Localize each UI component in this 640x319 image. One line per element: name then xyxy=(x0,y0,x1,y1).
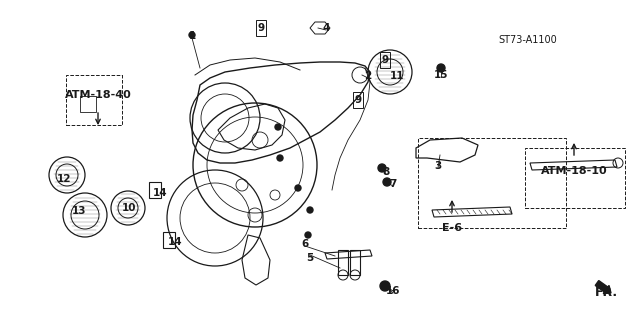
Text: 15: 15 xyxy=(434,70,448,80)
Bar xyxy=(256,20,266,36)
Text: 8: 8 xyxy=(382,167,390,177)
Text: 5: 5 xyxy=(307,253,314,263)
Text: 9: 9 xyxy=(257,23,264,33)
Bar xyxy=(338,250,348,275)
Text: E-6: E-6 xyxy=(442,223,462,233)
Text: ST73-A1100: ST73-A1100 xyxy=(499,35,557,45)
Bar xyxy=(80,96,96,112)
FancyArrow shape xyxy=(595,280,611,293)
Text: 13: 13 xyxy=(72,206,86,216)
Bar xyxy=(350,250,360,275)
Text: 11: 11 xyxy=(390,71,404,81)
Text: 7: 7 xyxy=(389,179,397,189)
Circle shape xyxy=(275,124,281,130)
Bar xyxy=(353,92,363,108)
Circle shape xyxy=(383,178,391,186)
Text: 14: 14 xyxy=(168,237,182,247)
Text: 16: 16 xyxy=(386,286,400,296)
Bar xyxy=(380,52,390,68)
Text: 12: 12 xyxy=(57,174,71,184)
Text: 6: 6 xyxy=(301,239,308,249)
Circle shape xyxy=(380,281,390,291)
Circle shape xyxy=(277,155,283,161)
Text: 3: 3 xyxy=(435,161,442,171)
Text: 4: 4 xyxy=(323,23,330,33)
Text: 1: 1 xyxy=(188,31,196,41)
Text: ATM-18-10: ATM-18-10 xyxy=(541,166,607,176)
Bar xyxy=(163,232,175,248)
Text: 2: 2 xyxy=(364,71,372,81)
Circle shape xyxy=(378,164,386,172)
Bar xyxy=(525,148,625,208)
Text: 9: 9 xyxy=(381,55,388,65)
Circle shape xyxy=(189,32,195,38)
Circle shape xyxy=(307,207,313,213)
Text: 14: 14 xyxy=(153,188,167,198)
Circle shape xyxy=(305,232,311,238)
Text: 10: 10 xyxy=(122,203,136,213)
Bar xyxy=(66,75,122,125)
Bar xyxy=(149,182,161,198)
Circle shape xyxy=(437,64,445,72)
Text: FR.: FR. xyxy=(595,286,618,299)
Bar xyxy=(418,138,566,228)
Circle shape xyxy=(295,185,301,191)
Text: 9: 9 xyxy=(355,95,362,105)
Text: ATM-18-40: ATM-18-40 xyxy=(65,90,131,100)
